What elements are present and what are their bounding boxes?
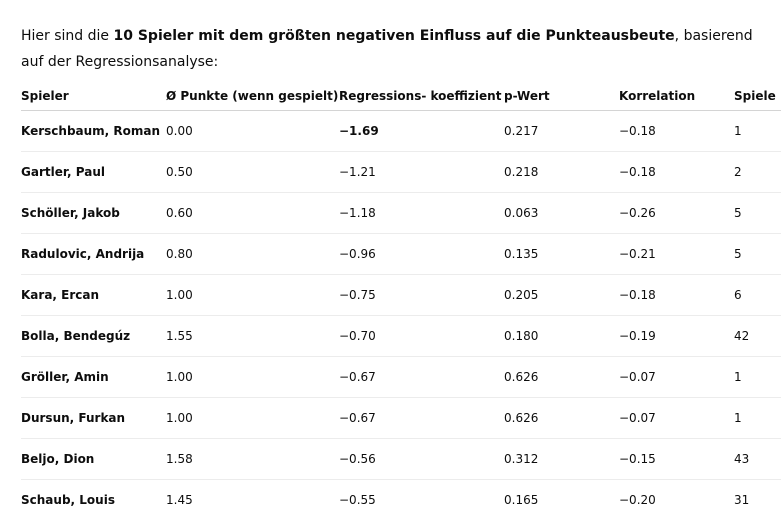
cell-avg-points: 0.60	[166, 192, 339, 234]
cell-correlation: −0.19	[619, 315, 734, 357]
table-row: Schaub, Louis 1.45 −0.55 0.165 −0.20 31	[21, 480, 781, 521]
cell-p-value: 0.135	[504, 233, 619, 275]
cell-games: 1	[734, 110, 781, 152]
table-row: Dursun, Furkan 1.00 −0.67 0.626 −0.07 1	[21, 397, 781, 439]
header-games: Spiele	[734, 69, 781, 111]
cell-correlation: −0.07	[619, 397, 734, 439]
cell-player: Kara, Ercan	[21, 274, 166, 316]
cell-games: 31	[734, 493, 750, 507]
table-row: Bolla, Bendegúz 1.55 −0.70 0.180 −0.19 4…	[21, 315, 781, 357]
cell-correlation: −0.18	[619, 110, 734, 152]
table-row: Gartler, Paul 0.50 −1.21 0.218 −0.18 2	[21, 151, 781, 193]
header-correlation: Korrelation	[619, 69, 734, 111]
table-row: Schöller, Jakob 0.60 −1.18 0.063 −0.26 5	[21, 192, 781, 234]
cell-coefficient: −0.96	[339, 233, 504, 275]
cell-p-value: 0.063	[504, 192, 619, 234]
cell-coefficient: −0.67	[339, 397, 504, 439]
cell-coefficient: −1.21	[339, 151, 504, 193]
cell-p-value: 0.180	[504, 315, 619, 357]
cell-p-value: 0.218	[504, 151, 619, 193]
cell-correlation: −0.18	[619, 151, 734, 193]
cell-avg-points: 0.00	[166, 110, 339, 152]
cell-player: Gröller, Amin	[21, 356, 166, 398]
cell-correlation: −0.26	[619, 192, 734, 234]
cell-p-value: 0.165	[504, 493, 539, 507]
cell-correlation: −0.07	[619, 356, 734, 398]
cell-avg-points: 1.45	[166, 493, 193, 507]
cell-games: 5	[734, 192, 781, 234]
cell-games: 43	[734, 438, 781, 480]
header-row: Spieler Ø Punkte (wenn gespielt) Regress…	[21, 69, 781, 111]
table-row: Kara, Ercan 1.00 −0.75 0.205 −0.18 6	[21, 274, 781, 316]
header-player: Spieler	[21, 69, 166, 111]
cell-avg-points: 1.00	[166, 274, 339, 316]
cell-player: Radulovic, Andrija	[21, 233, 166, 275]
cell-games: 1	[734, 397, 781, 439]
cell-p-value: 0.205	[504, 274, 619, 316]
table-row: Gröller, Amin 1.00 −0.67 0.626 −0.07 1	[21, 356, 781, 398]
cell-correlation: −0.20	[619, 493, 656, 507]
cell-avg-points: 1.55	[166, 315, 339, 357]
cell-correlation: −0.21	[619, 233, 734, 275]
cell-p-value: 0.626	[504, 397, 619, 439]
cell-avg-points: 0.80	[166, 233, 339, 275]
header-p-value: p-Wert	[504, 69, 619, 111]
intro-bold: 10 Spieler mit dem größten negativen Ein…	[113, 28, 675, 44]
cell-player: Beljo, Dion	[21, 438, 166, 480]
cell-player: Dursun, Furkan	[21, 397, 166, 439]
cell-games: 6	[734, 274, 781, 316]
cell-avg-points: 1.58	[166, 438, 339, 480]
cell-avg-points: 1.00	[166, 397, 339, 439]
cell-games: 2	[734, 151, 781, 193]
cell-player: Bolla, Bendegúz	[21, 315, 166, 357]
table-row: Beljo, Dion 1.58 −0.56 0.312 −0.15 43	[21, 438, 781, 480]
cell-p-value: 0.312	[504, 438, 619, 480]
cell-player: Gartler, Paul	[21, 151, 166, 193]
cell-p-value: 0.626	[504, 356, 619, 398]
cell-games: 42	[734, 315, 781, 357]
cell-p-value: 0.217	[504, 110, 619, 152]
cell-player: Schaub, Louis	[21, 493, 115, 507]
cell-avg-points: 0.50	[166, 151, 339, 193]
table-row: Kerschbaum, Roman 0.00 −1.69 0.217 −0.18…	[21, 110, 781, 152]
cell-coefficient: −0.55	[339, 493, 376, 507]
cell-coefficient: −1.18	[339, 192, 504, 234]
intro-suffix: , basierend auf der Regressionsanalyse:	[21, 28, 753, 70]
cell-coefficient: −0.75	[339, 274, 504, 316]
cell-correlation: −0.15	[619, 438, 734, 480]
cell-coefficient: −0.56	[339, 438, 504, 480]
table-row: Radulovic, Andrija 0.80 −0.96 0.135 −0.2…	[21, 233, 781, 275]
cell-coefficient: −0.67	[339, 356, 504, 398]
cell-coefficient: −1.69	[339, 110, 504, 152]
cell-coefficient: −0.70	[339, 315, 504, 357]
cell-games: 1	[734, 356, 781, 398]
header-coefficient: Regressions- koeffizient	[339, 69, 504, 111]
intro-prefix: Hier sind die	[21, 28, 114, 44]
cell-avg-points: 1.00	[166, 356, 339, 398]
cell-games: 5	[734, 233, 781, 275]
results-table: Spieler Ø Punkte (wenn gespielt) Regress…	[21, 69, 781, 520]
cell-correlation: −0.18	[619, 274, 734, 316]
cell-player: Schöller, Jakob	[21, 192, 166, 234]
header-avg-points: Ø Punkte (wenn gespielt)	[166, 69, 339, 111]
cell-player: Kerschbaum, Roman	[21, 110, 166, 152]
intro-text: Hier sind die 10 Spieler mit dem größten…	[21, 23, 761, 75]
